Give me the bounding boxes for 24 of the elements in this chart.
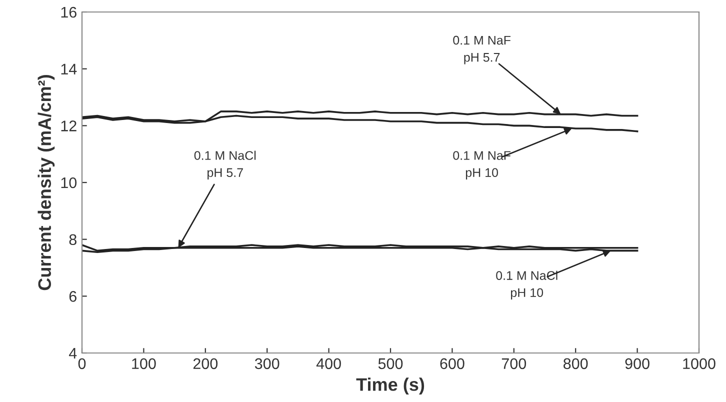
x-tick-label: 500 [378,358,403,370]
y-axis-title: Current density (mA/cm²) [38,75,55,290]
x-tick-label: 700 [502,358,526,370]
y-tick-label: 4 [68,348,77,359]
annotation: 0.1 M NaCl pH 5.7 [194,150,256,180]
x-tick-label: 1000 [683,358,716,370]
x-tick-label: 0 [78,358,86,370]
y-tick-label: 8 [69,234,76,246]
x-tick-label: 300 [254,358,280,370]
x-tick-label: 100 [132,358,156,370]
annotation: 0.1 M NaCl pH 10 [496,270,558,300]
x-tick-label: 800 [564,358,588,370]
x-tick-label: 200 [193,358,218,370]
y-tick-label: 16 [61,6,76,18]
y-tick-label: 6 [69,291,76,302]
x-tick-label: 900 [625,358,650,370]
x-axis-title: Time (s) [356,378,424,394]
annotation: 0.1 M NaF pH 5.7 [453,36,510,64]
annotation: 0.1 M NaF pH 10 [453,151,510,180]
y-tick-label: 12 [61,120,76,132]
y-tick-label: 10 [61,177,77,188]
x-tick-label: 600 [440,358,464,370]
y-tick-label: 14 [61,64,77,74]
x-tick-label: 400 [316,358,341,370]
